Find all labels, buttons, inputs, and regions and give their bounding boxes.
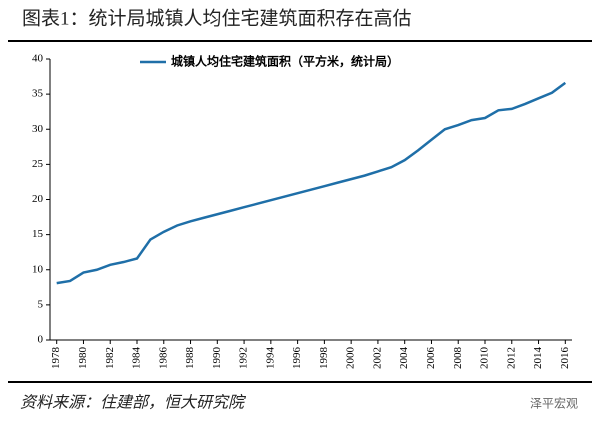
y-tick-label: 40 xyxy=(32,53,44,65)
x-tick-label: 2004 xyxy=(398,347,410,370)
x-tick-label: 1980 xyxy=(77,347,89,370)
y-tick-label: 10 xyxy=(32,263,44,275)
x-tick-label: 2000 xyxy=(345,347,357,370)
legend-label: 城镇人均住宅建筑面积（平方米，统计局） xyxy=(171,54,399,69)
data-line xyxy=(56,81,567,285)
x-tick-label: 2012 xyxy=(505,347,517,369)
x-tick-label: 1992 xyxy=(238,347,250,369)
y-tick-label: 5 xyxy=(38,298,44,310)
x-tick-label: 1982 xyxy=(104,347,116,369)
y-tick-label: 35 xyxy=(32,88,44,100)
x-tick-label: 2016 xyxy=(559,347,571,370)
source: 资料来源：住建部，恒大研究院 xyxy=(20,394,247,412)
x-tick-label: 1988 xyxy=(184,347,196,370)
x-tick-label: 2010 xyxy=(479,347,491,370)
watermark: 泽平宏观 xyxy=(530,396,578,411)
y-tick-label: 30 xyxy=(32,123,44,135)
x-tick-label: 1990 xyxy=(211,347,223,370)
y-tick-label: 20 xyxy=(32,193,44,205)
x-tick-label: 2006 xyxy=(425,347,437,370)
x-tick-label: 1984 xyxy=(131,347,143,370)
y-tick-label: 0 xyxy=(38,334,44,346)
x-tick-label: 2008 xyxy=(452,347,464,370)
y-tick-label: 15 xyxy=(32,228,44,240)
x-tick-label: 1978 xyxy=(50,347,62,370)
x-tick-label: 2014 xyxy=(532,347,544,370)
x-tick-label: 1996 xyxy=(291,347,303,370)
x-tick-label: 2002 xyxy=(371,347,383,369)
x-tick-label: 1994 xyxy=(264,347,276,370)
x-tick-label: 1986 xyxy=(157,347,169,370)
y-tick-label: 25 xyxy=(32,158,44,170)
x-tick-label: 1998 xyxy=(318,347,330,370)
chart-title: 图表1：统计局城镇人均住宅建筑面积存在高估 xyxy=(22,7,412,29)
